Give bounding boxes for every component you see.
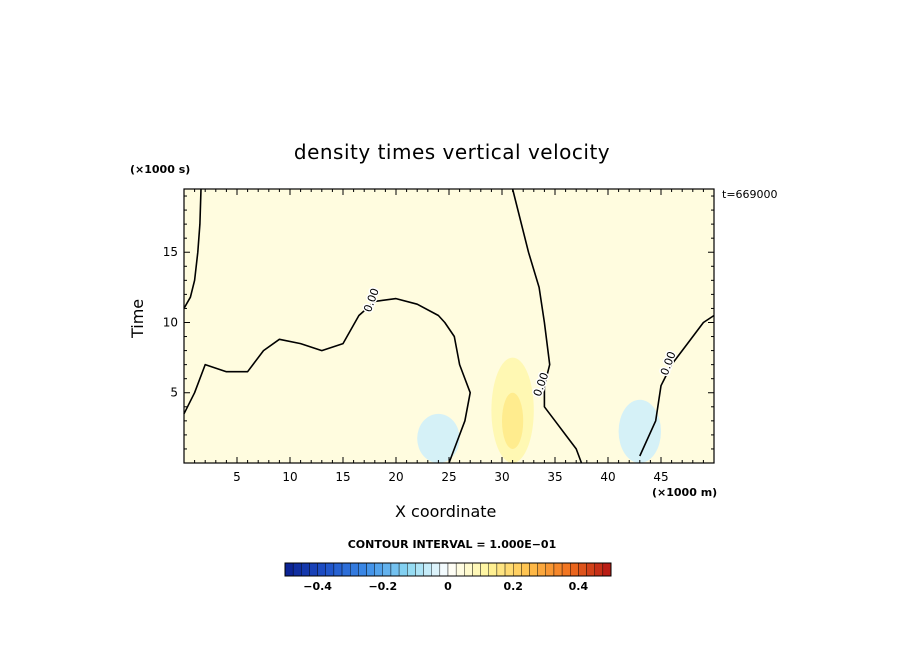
x-tick-label: 45 — [653, 470, 668, 484]
colorbar-cell — [545, 562, 555, 577]
contour-line — [639, 314, 715, 457]
colorbar-cell — [521, 562, 530, 577]
colorbar-cell — [496, 562, 506, 577]
x-tick-label: 35 — [547, 470, 562, 484]
x-axis-label: X coordinate — [395, 502, 497, 521]
shaded-region — [501, 392, 524, 449]
shaded-field — [184, 189, 714, 463]
y-tick-label: 15 — [163, 245, 178, 259]
y-axis-label: Time — [128, 298, 147, 338]
colorbar-cell — [488, 562, 498, 577]
colorbar-cell — [350, 562, 359, 577]
y-tick-label: 5 — [170, 386, 178, 400]
colorbar-cell — [292, 562, 302, 577]
axis-ticks: 5 10 15 20 25 30 35 40 45 5 10 15 — [163, 189, 714, 484]
colorbar-cell — [553, 562, 563, 577]
colorbar-cell — [537, 562, 547, 577]
time-stamp: t=669000 — [722, 188, 778, 201]
colorbar-tick-label: 0 — [444, 580, 452, 593]
colorbar-tick-label: −0.2 — [368, 580, 397, 593]
colorbar-cell — [431, 562, 441, 577]
x-tick-label: 10 — [282, 470, 297, 484]
colorbar-cell — [398, 562, 408, 577]
x-units-label: (×1000 m) — [652, 486, 718, 499]
x-tick-label: 15 — [335, 470, 350, 484]
colorbar-cell — [464, 562, 473, 577]
contour-line — [183, 188, 202, 309]
colorbar-cell — [415, 562, 424, 577]
x-tick-label: 25 — [441, 470, 456, 484]
contour-interval-label: CONTOUR INTERVAL = 1.000E−01 — [347, 538, 557, 551]
colorbar-cell — [301, 562, 310, 577]
shaded-region — [417, 413, 460, 463]
colorbar-cell — [529, 562, 538, 577]
y-tick-label: 10 — [163, 315, 178, 329]
colorbar-cell — [382, 562, 392, 577]
colorbar-cell — [594, 562, 604, 577]
colorbar-cell — [341, 562, 351, 577]
colorbar-cell — [333, 562, 343, 577]
colorbar: −0.4 −0.2 0 0.2 0.4 — [284, 562, 612, 593]
colorbar-cell — [602, 562, 612, 577]
colorbar-cell — [472, 562, 481, 577]
x-tick-label: 30 — [494, 470, 509, 484]
chart-title: density times vertical velocity — [293, 140, 611, 164]
contour-line — [183, 297, 472, 464]
colorbar-cell — [407, 562, 416, 577]
colorbar-cell — [366, 562, 375, 577]
colorbar-cell — [513, 562, 522, 577]
zero-contours — [183, 188, 715, 464]
colorbar-cell — [447, 562, 457, 577]
contour-line — [511, 188, 583, 464]
colorbar-cell — [309, 562, 318, 577]
shaded-region — [618, 399, 661, 463]
colorbar-cell — [586, 562, 595, 577]
colorbar-cell — [439, 562, 449, 577]
colorbar-cell — [423, 562, 432, 577]
colorbar-cell — [578, 562, 587, 577]
colorbar-tick-label: 0.2 — [503, 580, 523, 593]
x-tick-label: 20 — [388, 470, 403, 484]
x-tick-label: 40 — [600, 470, 615, 484]
colorbar-cell — [374, 562, 383, 577]
colorbar-cell — [480, 562, 489, 577]
colorbar-cell — [358, 562, 367, 577]
colorbar-tick-label: −0.4 — [303, 580, 332, 593]
x-tick-label: 5 — [233, 470, 241, 484]
colorbar-frame — [284, 562, 612, 577]
colorbar-cell — [570, 562, 579, 577]
colorbar-cell — [504, 562, 514, 577]
colorbar-cell — [390, 562, 400, 577]
colorbar-cell — [561, 562, 571, 577]
colorbar-cell — [317, 562, 326, 577]
colorbar-tick-label: 0.4 — [569, 580, 589, 593]
colorbar-cell — [455, 562, 465, 577]
colorbar-cell — [325, 562, 335, 577]
y-units-label: (×1000 s) — [130, 163, 191, 176]
colorbar-cell — [284, 562, 294, 577]
